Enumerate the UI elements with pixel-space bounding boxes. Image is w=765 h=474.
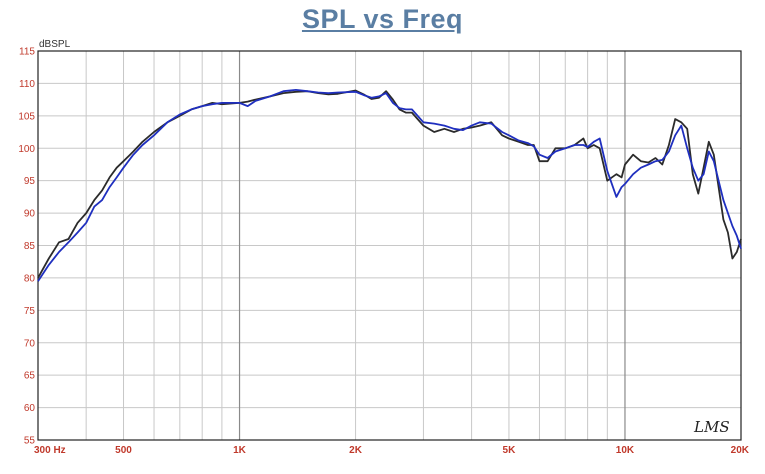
y-axis-ticks: 55 60 65 70 75 80 85 90 95 100 105 110 115 xyxy=(18,47,35,447)
x-tick-label: 10K xyxy=(616,445,635,456)
y-tick-label: 75 xyxy=(24,306,36,317)
y-tick-label: 85 xyxy=(24,241,36,252)
x-tick-label: 500 xyxy=(115,445,132,456)
y-tick-label: 105 xyxy=(18,111,35,122)
series-line-2 xyxy=(37,89,742,282)
y-tick-label: 60 xyxy=(24,403,36,414)
y-tick-label: 110 xyxy=(19,79,35,90)
y-tick-label: 90 xyxy=(24,209,36,220)
x-tick-label: 1K xyxy=(233,445,247,456)
y-tick-label: 70 xyxy=(24,338,36,349)
series-layer xyxy=(37,89,742,282)
grid xyxy=(38,51,741,440)
x-tick-label: 5K xyxy=(503,445,517,456)
x-axis-ticks: 300 Hz 500 1K 2K 5K 10K 20K xyxy=(34,445,750,456)
y-tick-label: 95 xyxy=(24,176,36,187)
y-tick-label: 65 xyxy=(24,371,36,382)
y-tick-label: 100 xyxy=(18,144,35,155)
y-axis-label: dBSPL xyxy=(39,39,71,50)
y-tick-label: 80 xyxy=(24,273,36,284)
x-tick-label: 20K xyxy=(731,445,750,456)
y-tick-label: 115 xyxy=(19,47,35,58)
x-tick-label: 300 Hz xyxy=(34,445,66,456)
series-line-1 xyxy=(37,89,742,279)
plot-frame xyxy=(37,50,742,441)
chart-title: SPL vs Freq xyxy=(301,4,464,34)
x-tick-label: 2K xyxy=(349,445,363,456)
lms-watermark: LMS xyxy=(693,418,730,436)
y-tick-label: 55 xyxy=(24,436,36,447)
